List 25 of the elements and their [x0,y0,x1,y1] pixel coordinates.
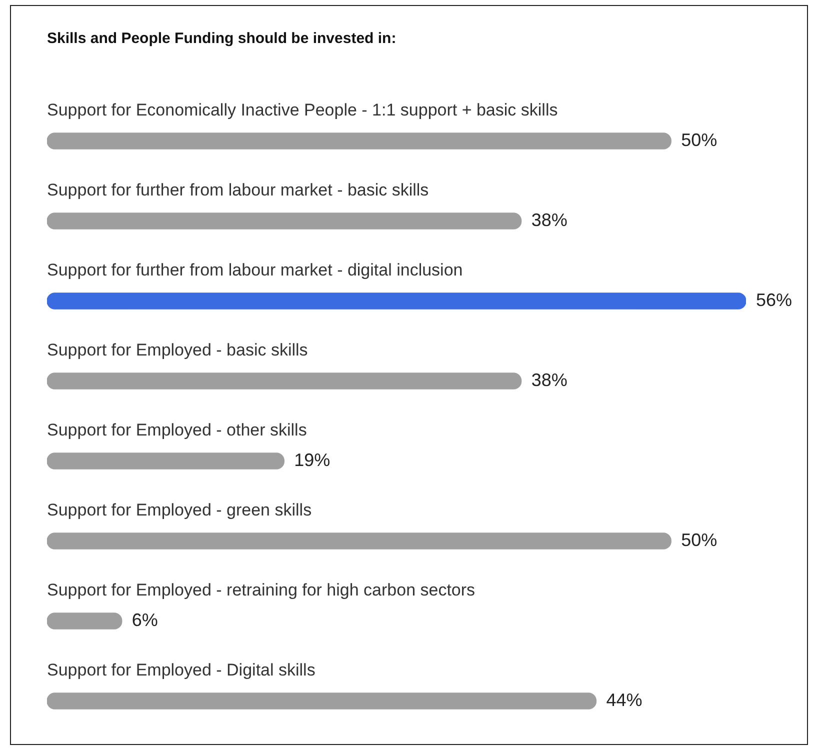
data-label: 38% [531,370,568,390]
bar [47,692,597,710]
y-tick-label: Support for Employed - Digital skills [47,660,316,680]
y-tick-label: Support for Economically Inactive People - 1:1 support + basic skills [47,100,558,120]
y-tick-label: Support for Employed - green skills [47,500,312,520]
chart-title: Skills and People Funding should be invested in: [47,30,396,47]
data-label: 50% [681,130,718,150]
bar [47,612,122,630]
data-label: 50% [681,530,718,550]
bar [47,372,522,390]
data-label: 6% [132,610,158,630]
bar [47,212,522,230]
bar [47,132,672,150]
data-label: 38% [531,210,568,230]
y-tick-label: Support for Employed - retraining for high carbon sectors [47,580,476,600]
y-tick-label: Support for further from labour market - digital inclusion [47,260,463,280]
bar [47,452,284,470]
data-label: 56% [756,290,792,310]
bar [47,292,746,310]
y-tick-label: Support for further from labour market - basic skills [47,180,429,200]
data-label: 19% [294,450,330,470]
y-tick-label: Support for Employed - basic skills [47,340,308,360]
bar [47,532,672,550]
y-tick-label: Support for Employed - other skills [47,420,307,440]
data-label: 44% [606,690,642,710]
